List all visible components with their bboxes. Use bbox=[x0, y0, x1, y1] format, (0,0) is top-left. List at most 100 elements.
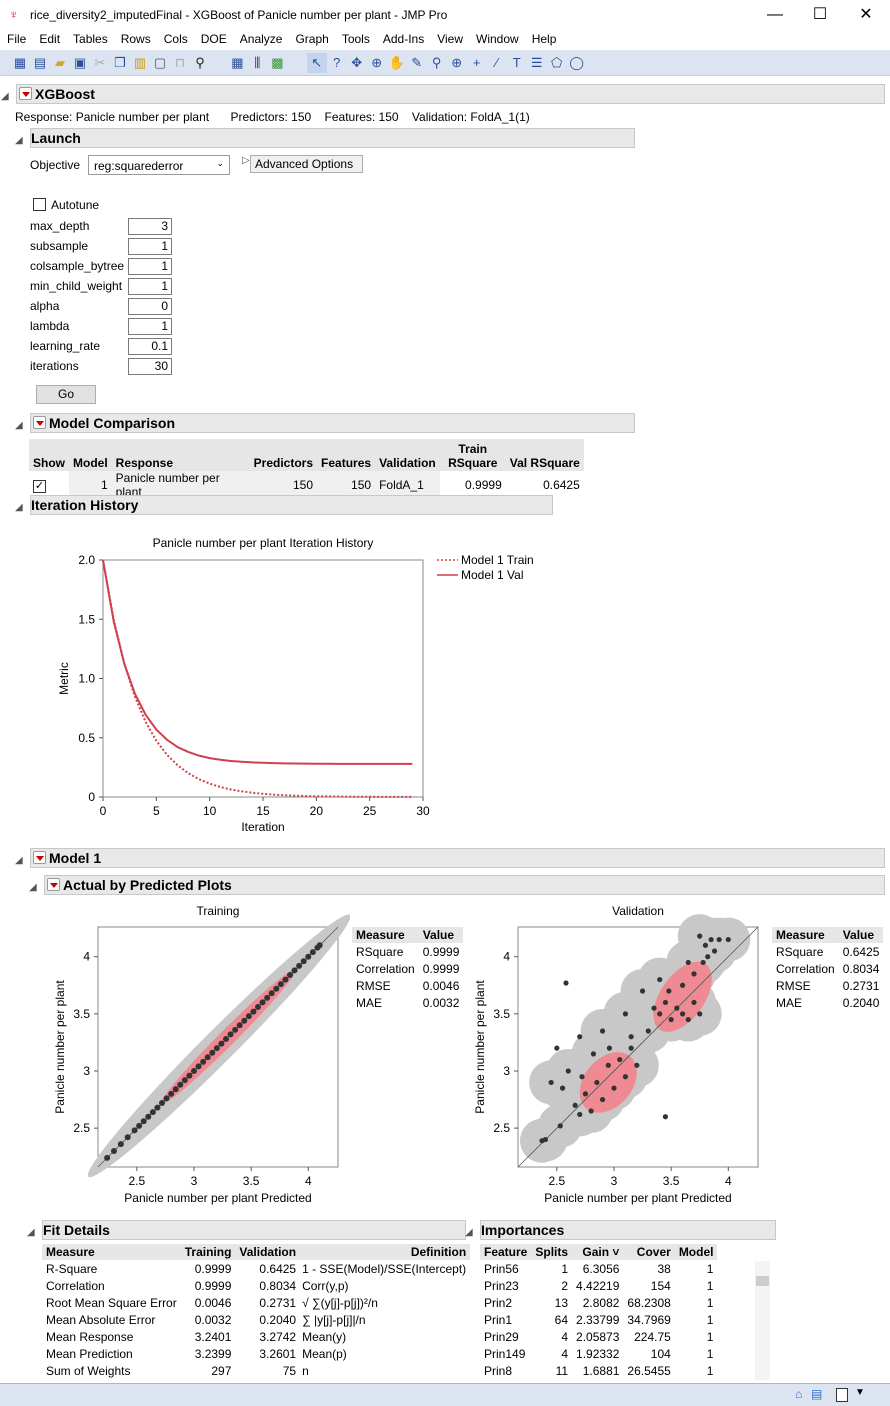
col-response: Response bbox=[111, 439, 250, 471]
oval-tool-icon[interactable]: ◯ bbox=[569, 55, 584, 70]
brush-tool-icon[interactable]: ✥ bbox=[351, 55, 363, 70]
dropdown-arrow-icon[interactable]: ▼ bbox=[855, 1387, 865, 1398]
cut-icon[interactable]: ✂ bbox=[94, 55, 106, 70]
menu-edit[interactable]: Edit bbox=[39, 32, 61, 46]
xgboost-header[interactable]: ◢ XGBoost bbox=[1, 84, 885, 104]
disclosure-icon[interactable]: ◢ bbox=[27, 1227, 35, 1238]
disclosure-icon[interactable]: ◢ bbox=[15, 135, 23, 146]
param-input-alpha[interactable]: 0 bbox=[128, 298, 172, 315]
red-triangle-menu-icon[interactable] bbox=[33, 416, 46, 429]
cell-model: 1 bbox=[706, 1363, 714, 1378]
data-point bbox=[223, 1036, 229, 1042]
text-tool-icon[interactable]: T bbox=[512, 55, 521, 70]
window-list-icon[interactable]: ▤ bbox=[811, 1387, 823, 1401]
disclosure-icon[interactable]: ◢ bbox=[15, 502, 23, 513]
menu-cols[interactable]: Cols bbox=[163, 32, 188, 46]
disclosure-icon[interactable]: ◢ bbox=[1, 91, 9, 102]
menu-help[interactable]: Help bbox=[531, 32, 557, 46]
magnifier-icon[interactable]: ⊕ bbox=[451, 55, 463, 70]
data-point bbox=[572, 1102, 578, 1108]
new-table-icon[interactable]: ▦ bbox=[13, 55, 27, 70]
lasso-tool-icon[interactable]: ⊕ bbox=[371, 55, 383, 70]
menu-tools[interactable]: Tools bbox=[341, 32, 370, 46]
open-icon[interactable]: ▰ bbox=[55, 55, 65, 70]
line-tool-icon[interactable]: ⁄ bbox=[495, 55, 498, 70]
red-triangle-menu-icon[interactable] bbox=[19, 87, 32, 100]
red-triangle-menu-icon[interactable] bbox=[47, 878, 60, 891]
red-triangle-menu-icon[interactable] bbox=[33, 851, 46, 864]
data-point bbox=[702, 942, 709, 948]
polygon-tool-icon[interactable]: ⬠ bbox=[551, 55, 563, 70]
param-input-lambda[interactable]: 1 bbox=[128, 318, 172, 335]
disclosure-icon[interactable]: ◢ bbox=[15, 420, 23, 431]
param-input-iterations[interactable]: 30 bbox=[128, 358, 172, 375]
launch-header[interactable]: ◢ Launch bbox=[15, 128, 635, 148]
lock-icon[interactable]: ⊓ bbox=[174, 55, 186, 70]
menu-window[interactable]: Window bbox=[476, 32, 519, 46]
data-point bbox=[622, 1011, 629, 1017]
menu-graph[interactable]: Graph bbox=[295, 32, 329, 46]
data-point bbox=[716, 936, 722, 943]
predictors-label: Predictors: 150 bbox=[230, 110, 312, 124]
col-validation: Validation bbox=[235, 1244, 301, 1260]
go-button[interactable]: Go bbox=[36, 385, 96, 404]
scrollbar-thumb[interactable] bbox=[756, 1276, 769, 1286]
data-point bbox=[111, 1148, 117, 1154]
cell-cover: 224.75 bbox=[634, 1329, 671, 1344]
save-icon[interactable]: ▣ bbox=[73, 55, 87, 70]
graph-builder-icon[interactable]: ▩ bbox=[271, 55, 284, 70]
data-table-icon[interactable]: ▦ bbox=[231, 55, 244, 70]
crosshair-icon[interactable]: + bbox=[472, 55, 481, 70]
actual-by-predicted-header[interactable]: ◢ Actual by Predicted Plots bbox=[29, 875, 885, 895]
disclosure-icon[interactable]: ◢ bbox=[465, 1227, 473, 1238]
disclosure-icon[interactable]: ◢ bbox=[29, 882, 37, 893]
distribution-icon[interactable]: ⫼ bbox=[254, 55, 261, 70]
objective-select[interactable]: reg:squarederror ⌄ bbox=[88, 155, 230, 175]
window-select-icon[interactable] bbox=[836, 1388, 848, 1402]
response-label: Response: Panicle number per plant bbox=[15, 110, 210, 124]
disclosure-icon[interactable]: ◢ bbox=[15, 855, 23, 866]
minimize-button[interactable]: — bbox=[767, 6, 783, 23]
new-script-icon[interactable]: ▤ bbox=[33, 55, 47, 70]
menu-add-ins[interactable]: Add-Ins bbox=[382, 32, 425, 46]
paste-icon[interactable]: ▥ bbox=[133, 55, 147, 70]
model-comparison-header[interactable]: ◢ Model Comparison bbox=[15, 413, 635, 433]
data-point bbox=[645, 1028, 651, 1034]
menu-rows[interactable]: Rows bbox=[120, 32, 151, 46]
menu-view[interactable]: View bbox=[437, 32, 463, 46]
disclosure-right-icon[interactable]: ▷ bbox=[242, 155, 250, 166]
autotune-checkbox[interactable] bbox=[33, 198, 46, 211]
maximize-button[interactable]: ☐ bbox=[812, 6, 828, 23]
importances-header[interactable]: ◢ Importances bbox=[465, 1220, 776, 1240]
cell-measure: Correlation bbox=[776, 961, 835, 976]
menu-file[interactable]: File bbox=[7, 32, 27, 46]
model1-header[interactable]: ◢ Model 1 bbox=[15, 848, 885, 868]
help-tool-icon[interactable]: ? bbox=[333, 55, 341, 70]
iteration-history-header[interactable]: ◢ Iteration History bbox=[15, 495, 553, 515]
journal-icon[interactable]: ▢ bbox=[153, 55, 167, 70]
home-icon[interactable]: ⌂ bbox=[795, 1387, 803, 1401]
param-input-min-child-weight[interactable]: 1 bbox=[128, 278, 172, 295]
advanced-options-button[interactable]: Advanced Options bbox=[250, 155, 363, 173]
data-point bbox=[213, 1045, 220, 1052]
param-input-max-depth[interactable]: 3 bbox=[128, 218, 172, 235]
menu-tables[interactable]: Tables bbox=[73, 32, 108, 46]
grabber-icon[interactable]: ✋ bbox=[388, 55, 405, 70]
importances-scrollbar[interactable] bbox=[755, 1261, 770, 1380]
menu-analyze[interactable]: Analyze bbox=[239, 32, 283, 46]
training-stats-table: Measure Value RSquare 0.9999 Correlation 0.99… bbox=[352, 927, 464, 1011]
copy-icon[interactable]: ❐ bbox=[114, 55, 126, 70]
menu-doe[interactable]: DOE bbox=[200, 32, 227, 46]
brush-icon[interactable]: ✎ bbox=[411, 55, 423, 70]
param-input-colsample-bytree[interactable]: 1 bbox=[128, 258, 172, 275]
lasso-icon[interactable]: ⚲ bbox=[431, 55, 442, 70]
close-button[interactable]: ✕ bbox=[859, 6, 873, 23]
param-input-learning-rate[interactable]: 0.1 bbox=[128, 338, 172, 355]
param-input-subsample[interactable]: 1 bbox=[128, 238, 172, 255]
fit-details-header[interactable]: ◢ Fit Details bbox=[27, 1220, 466, 1240]
search-icon[interactable]: ⚲ bbox=[195, 55, 205, 70]
cell-feature: Prin23 bbox=[484, 1278, 519, 1293]
arrow-tool-icon[interactable]: ↖ bbox=[306, 53, 327, 73]
list-tool-icon[interactable]: ☰ bbox=[530, 55, 543, 70]
show-checkbox[interactable]: ✓ bbox=[33, 479, 46, 493]
